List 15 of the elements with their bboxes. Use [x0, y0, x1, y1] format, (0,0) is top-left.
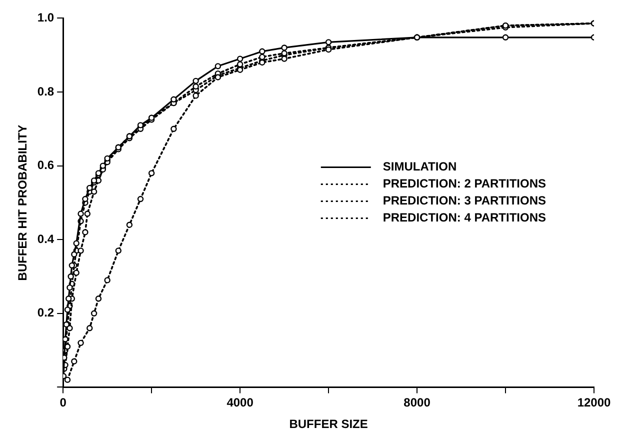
x-tick-label: 0 — [60, 396, 67, 410]
legend-label: PREDICTION: 2 PARTITIONS — [382, 176, 546, 191]
y-tick-label: 0.4 — [37, 232, 54, 246]
x-axis-title: BUFFER SIZE — [289, 417, 368, 432]
x-tick-label: 4000 — [226, 396, 254, 410]
y-tick-label: 0.6 — [37, 158, 54, 172]
legend-label: PREDICTION: 3 PARTITIONS — [382, 194, 546, 208]
x-tick-label: 8000 — [404, 396, 431, 410]
y-tick-label: 0.2 — [37, 306, 54, 320]
y-axis-title: BUFFER HIT PROBABILITY — [16, 124, 30, 281]
x-tick-label: 12000 — [577, 396, 612, 410]
y-tick-label: 1.0 — [37, 10, 54, 25]
y-tick-label: 0.8 — [37, 84, 54, 98]
legend-label: SIMULATION — [382, 160, 457, 174]
legend-label: PREDICTION: 4 PARTITIONS — [382, 210, 546, 225]
